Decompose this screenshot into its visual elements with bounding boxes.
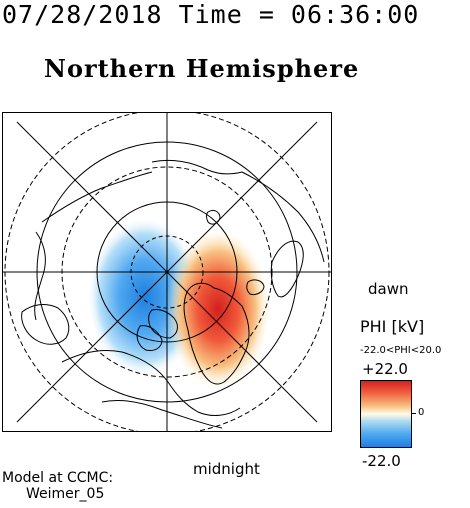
- model-credit-line2: Weimer_05: [26, 486, 105, 502]
- positive-potential-cell: [166, 229, 270, 389]
- colorbar-max-label: +22.0: [362, 360, 408, 378]
- colorbar-zero-tick: [411, 413, 416, 414]
- colorbar-range: -22.0<PHI<20.0: [360, 345, 442, 356]
- coastlines: [21, 159, 325, 429]
- colorbar-min-label: -22.0: [362, 452, 401, 470]
- model-credit-line1: Model at CCMC:: [2, 470, 114, 486]
- colorbar-zero-label: 0: [418, 407, 425, 418]
- colorbar-title: PHI [kV]: [360, 317, 425, 336]
- colorbar-gradient: [360, 380, 412, 448]
- hemisphere-title: Northern Hemisphere: [44, 54, 360, 83]
- map-frame-border: [2, 112, 332, 432]
- polar-potential-map: [2, 112, 332, 432]
- meridian-diagonal-b: [16, 121, 318, 423]
- midnight-label: midnight: [193, 460, 260, 478]
- dawn-label: dawn: [368, 280, 409, 298]
- timestamp-title: 07/28/2018 Time = 06:36:00: [2, 0, 420, 29]
